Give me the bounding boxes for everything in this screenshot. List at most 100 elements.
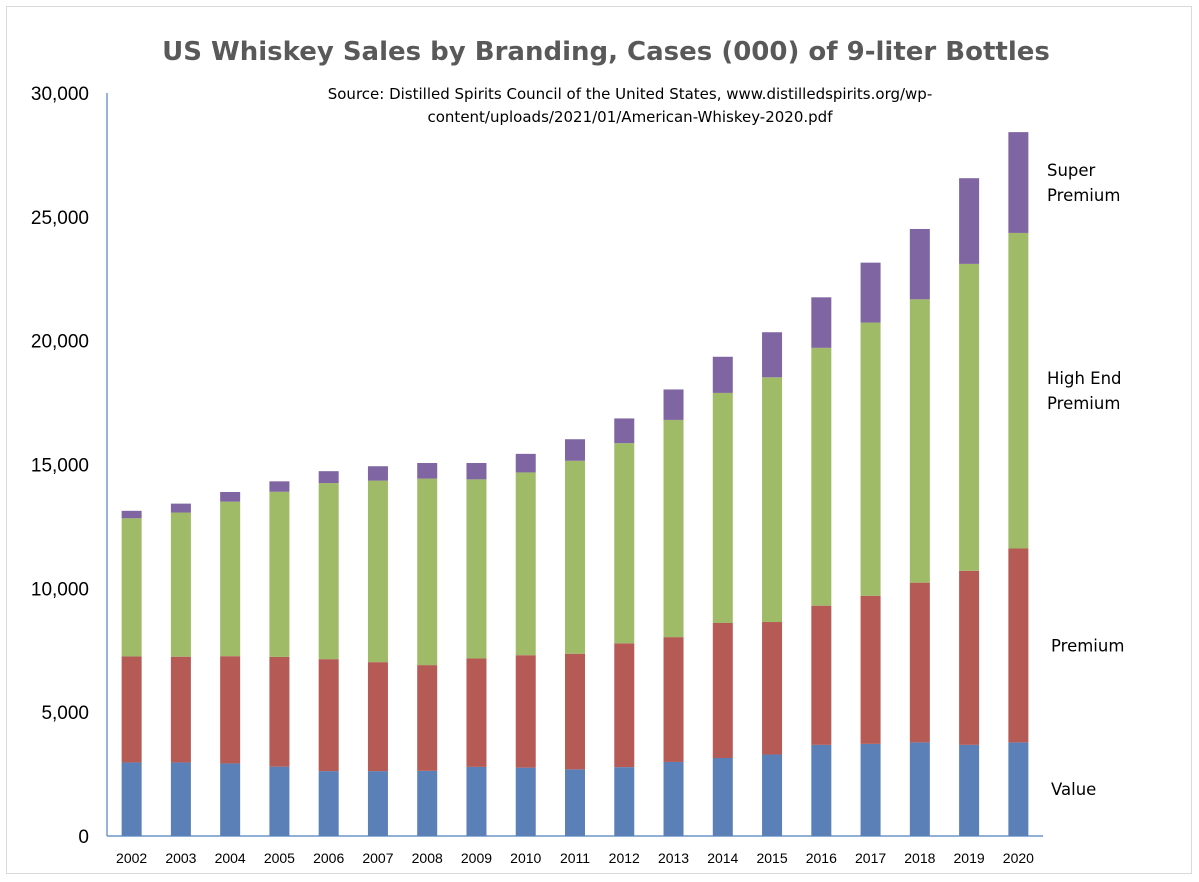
bar-value-2006 [318, 771, 339, 836]
bar-value-2019 [959, 744, 980, 836]
bar-super_premium-2020 [1008, 132, 1029, 233]
bar-premium-2012 [614, 643, 635, 768]
bar-high_end_premium-2004 [220, 501, 241, 657]
bar-value-2008 [417, 770, 438, 836]
x-tick-label: 2011 [560, 850, 590, 866]
bar-super_premium-2006 [318, 471, 339, 484]
bar-value-2009 [466, 766, 487, 836]
bar-premium-2009 [466, 658, 487, 767]
bar-value-2011 [565, 769, 585, 836]
bar-high_end_premium-2015 [762, 377, 783, 623]
chart-source-line-2: content/uploads/2021/01/American-Whiskey… [428, 108, 834, 126]
x-tick-label: 2002 [116, 850, 147, 866]
bar-super_premium-2011 [565, 439, 585, 461]
bar-high_end_premium-2006 [318, 483, 339, 660]
bar-super_premium-2005 [269, 481, 290, 492]
y-tick-label: 15,000 [31, 456, 89, 477]
bar-high_end_premium-2002 [121, 518, 142, 657]
bar-premium-2015 [762, 622, 783, 755]
bar-premium-2017 [860, 595, 881, 744]
x-tick-label: 2020 [1003, 850, 1034, 866]
bar-super_premium-2007 [367, 466, 388, 481]
bar-super_premium-2009 [466, 463, 487, 480]
series-label-line: Super [1047, 161, 1096, 180]
bar-super_premium-2004 [220, 491, 241, 502]
bar-super_premium-2014 [712, 356, 733, 393]
bar-high_end_premium-2012 [614, 443, 635, 644]
bar-premium-2006 [318, 659, 339, 772]
x-tick-label: 2017 [855, 850, 886, 866]
bar-high_end_premium-2018 [909, 299, 930, 583]
bar-super_premium-2002 [121, 510, 142, 519]
chart-source-line-1: Source: Distilled Spirits Council of the… [328, 85, 933, 103]
bar-value-2003 [170, 762, 191, 836]
bar-premium-2013 [663, 637, 684, 762]
x-tick-label: 2018 [904, 850, 935, 866]
bar-super_premium-2013 [663, 389, 684, 420]
bar-premium-2008 [417, 665, 438, 771]
bar-high_end_premium-2016 [811, 347, 832, 606]
x-axis: 2002 2003 2004 2005 2006 2007 2008 2009 2010 2011… [107, 835, 1043, 866]
y-tick-label: 20,000 [31, 332, 89, 353]
bar-super_premium-2016 [811, 297, 832, 348]
series-label-super_premium: Super Premium [1047, 161, 1120, 205]
bar-super_premium-2008 [417, 463, 438, 479]
bar-value-2017 [860, 743, 881, 836]
bar-high_end_premium-2005 [269, 491, 290, 657]
bar-premium-2011 [565, 653, 585, 770]
bar-high_end_premium-2010 [515, 472, 536, 656]
bar-value-2005 [269, 766, 290, 836]
bar-high_end_premium-2008 [417, 478, 438, 666]
bar-premium-2014 [712, 623, 733, 758]
bar-premium-2003 [170, 656, 191, 763]
bar-super_premium-2019 [959, 178, 980, 264]
y-axis: 0 5,000 10,000 15,000 20,000 25,000 30,000 [31, 84, 108, 848]
chart-title: US Whiskey Sales by Branding, Cases (000… [162, 37, 1050, 67]
bar-value-2015 [762, 754, 783, 836]
bar-premium-2018 [909, 582, 930, 743]
x-tick-label: 2019 [954, 850, 985, 866]
bar-super_premium-2017 [860, 262, 881, 323]
x-tick-label: 2003 [165, 850, 196, 866]
x-tick-label: 2007 [362, 850, 393, 866]
bar-high_end_premium-2017 [860, 322, 881, 596]
bar-value-2014 [712, 757, 733, 836]
bar-premium-2010 [515, 655, 536, 768]
bar-value-2016 [811, 744, 832, 836]
bar-value-2004 [220, 763, 241, 836]
bar-value-2007 [367, 771, 388, 836]
x-tick-label: 2010 [510, 850, 541, 866]
bar-super_premium-2012 [614, 418, 635, 444]
bar-premium-2019 [959, 570, 980, 745]
x-tick-label: 2015 [756, 850, 787, 866]
bar-value-2010 [515, 767, 536, 836]
x-tick-label: 2014 [707, 850, 738, 866]
bar-premium-2002 [121, 656, 142, 763]
series-label-value: Value [1051, 780, 1096, 799]
x-tick-label: 2005 [264, 850, 295, 866]
x-tick-label: 2009 [461, 850, 492, 866]
bar-high_end_premium-2013 [663, 419, 684, 638]
bar-super_premium-2003 [170, 503, 191, 513]
series-label-line: Premium [1047, 186, 1120, 205]
x-tick-label: 2013 [658, 850, 689, 866]
bar-value-2012 [614, 767, 635, 836]
x-tick-label: 2012 [609, 850, 640, 866]
bar-premium-2007 [367, 662, 388, 772]
series-label-group: Value Premium High End Premium Super Premium [1047, 161, 1124, 799]
series-label-premium: Premium [1051, 636, 1124, 655]
bar-super_premium-2015 [762, 332, 783, 378]
bar-high_end_premium-2003 [170, 512, 191, 657]
y-tick-label: 25,000 [31, 208, 89, 229]
bar-premium-2004 [220, 656, 241, 764]
bar-high_end_premium-2020 [1008, 232, 1029, 549]
y-tick-label: 10,000 [31, 579, 89, 600]
y-tick-label: 30,000 [31, 84, 89, 105]
bar-premium-2005 [269, 656, 290, 767]
bar-premium-2020 [1008, 548, 1029, 743]
x-tick-label: 2008 [412, 850, 443, 866]
bar-high_end_premium-2009 [466, 479, 487, 659]
x-tick-label: 2016 [806, 850, 837, 866]
series-label-line: Value [1051, 780, 1096, 799]
bar-series-group [121, 132, 1029, 836]
